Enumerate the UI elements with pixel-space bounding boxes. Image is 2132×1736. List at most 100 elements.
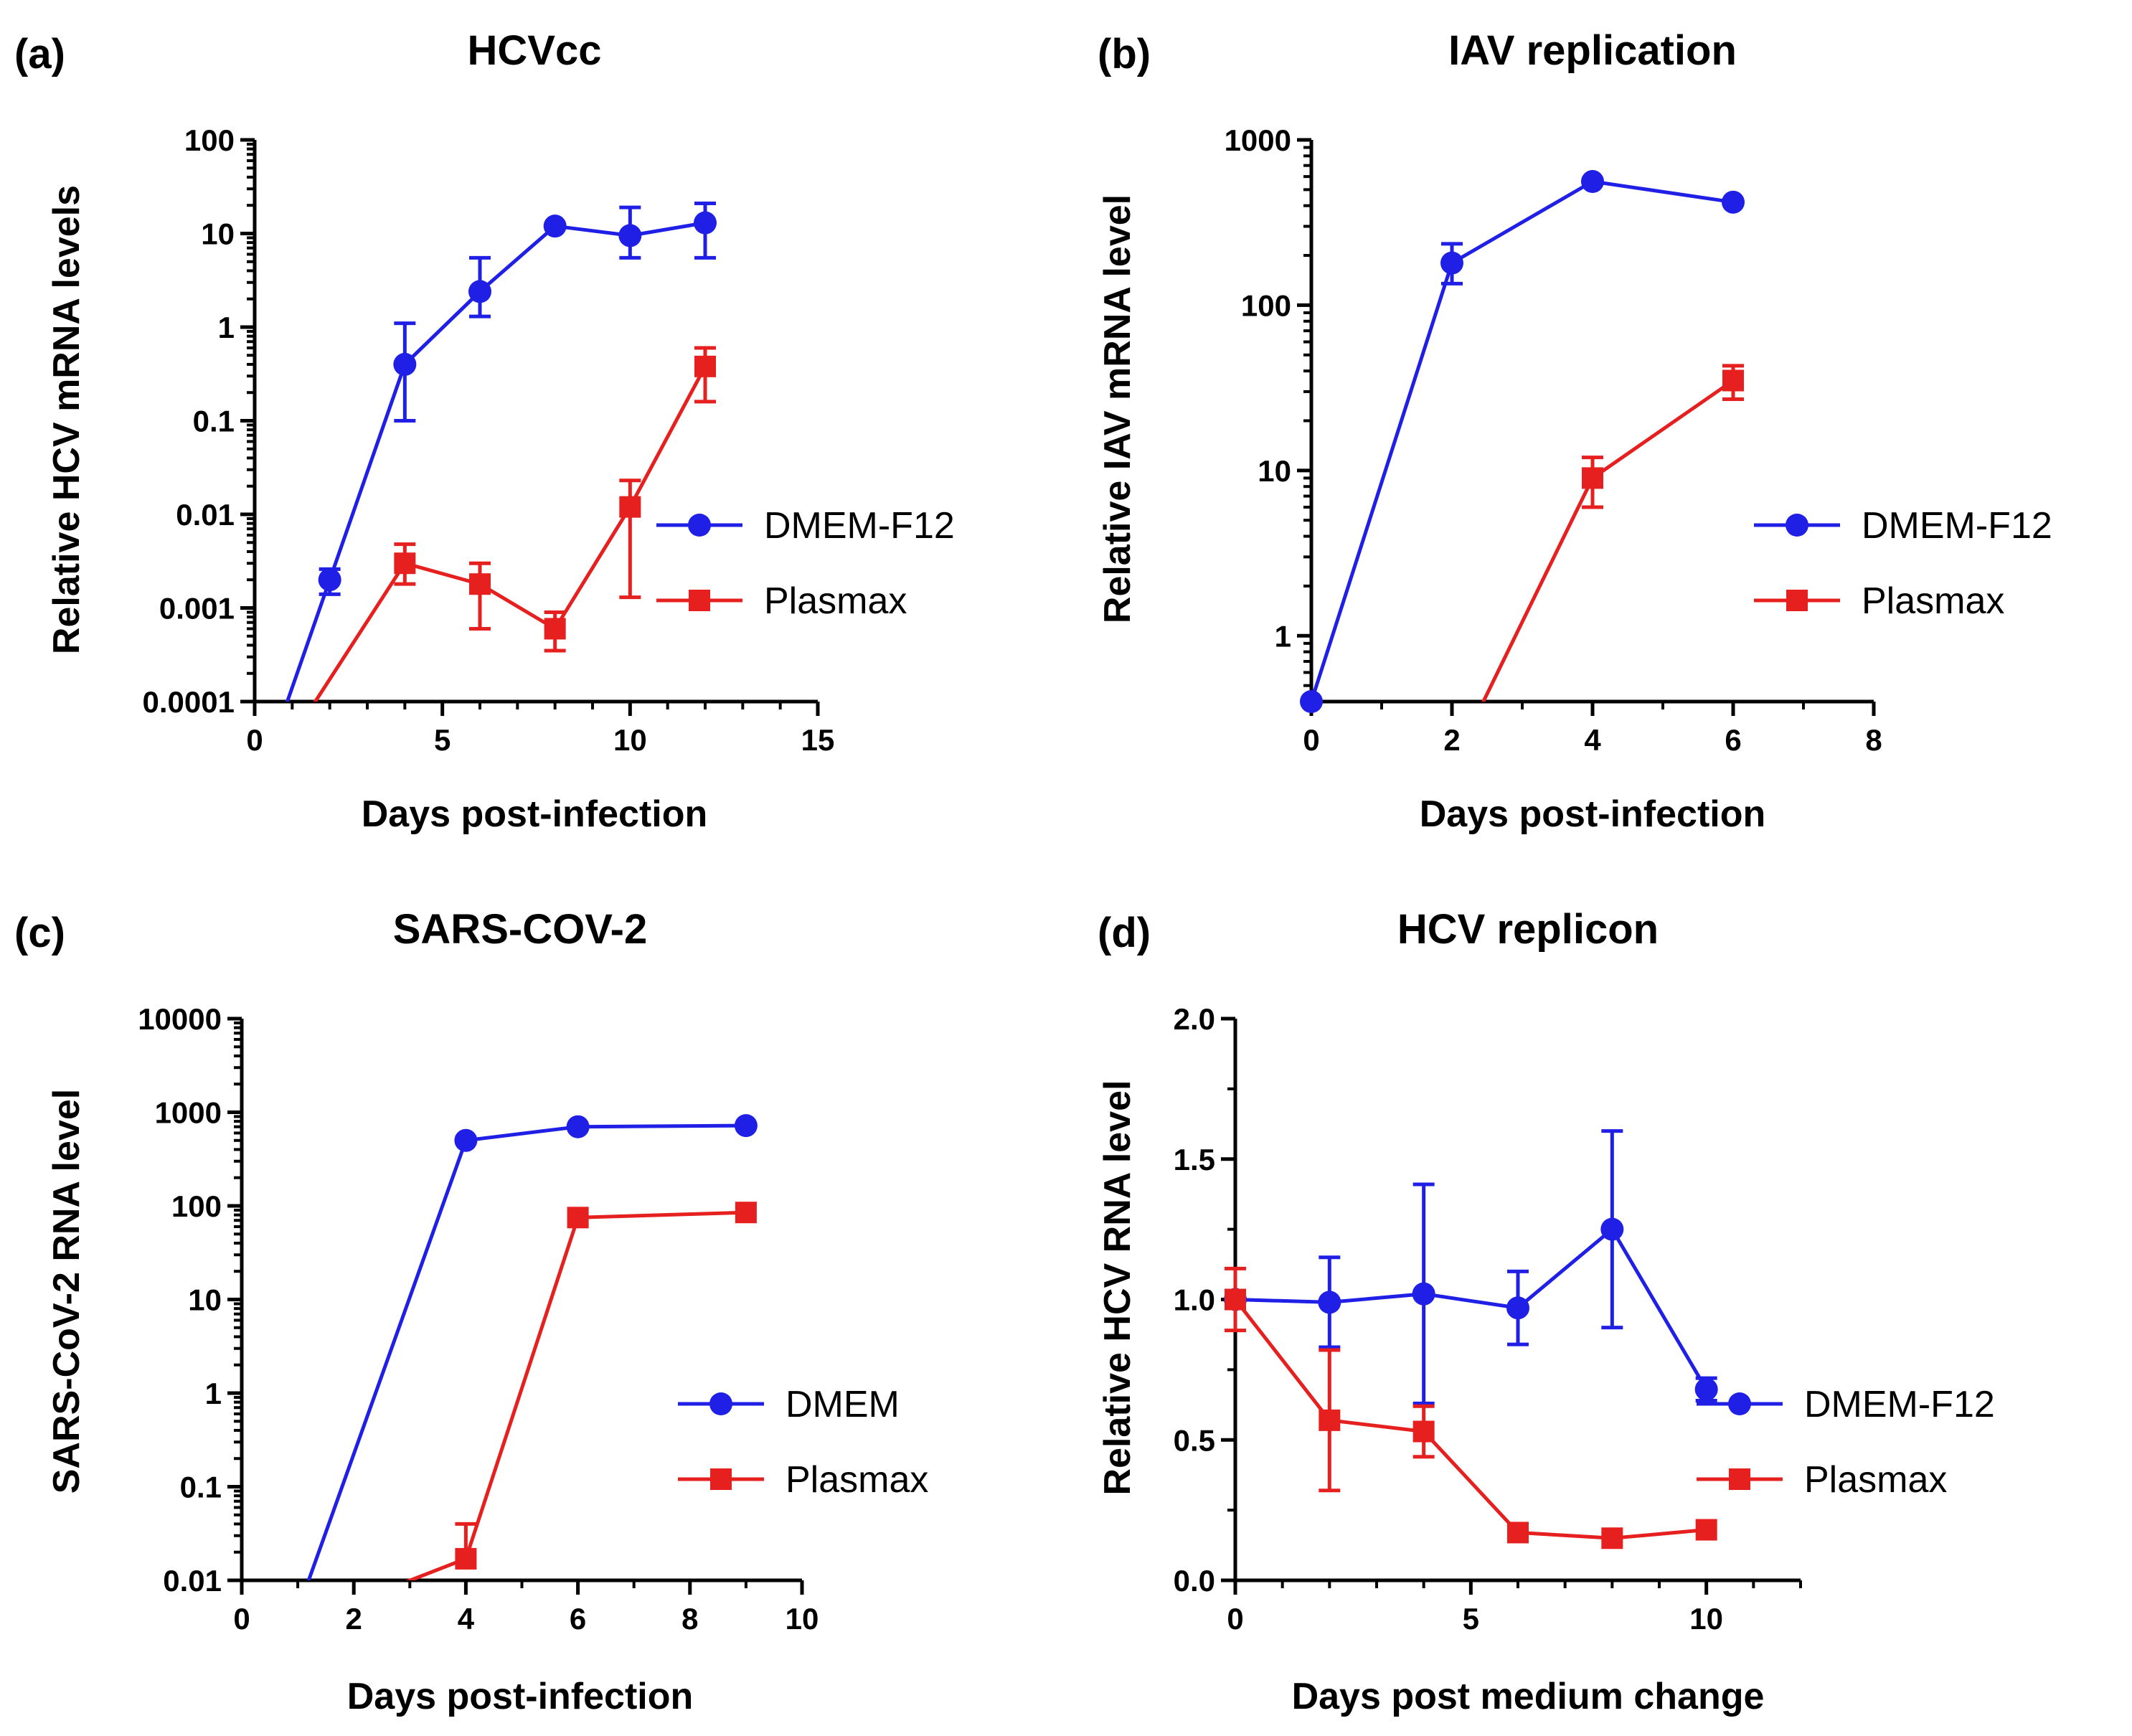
panel-b-xlabel: Days post-infection [1420, 793, 1766, 835]
series-line [1235, 1226, 1708, 1391]
panel-c-ytick-label: 0.1 [180, 1471, 222, 1504]
data-point [1319, 1409, 1341, 1431]
panel-c-label: (c) [14, 910, 65, 956]
data-point [393, 352, 417, 376]
data-point [469, 573, 491, 595]
data-point [1300, 690, 1323, 713]
legend-label: DMEM-F12 [1804, 1384, 1995, 1425]
panel-b-ytick-label: 100 [1241, 288, 1291, 322]
data-point [1318, 1291, 1341, 1314]
panel-a-xtick-label: 5 [434, 723, 451, 757]
panel-c-xlabel: Days post-infection [347, 1676, 694, 1717]
data-point [618, 224, 642, 247]
data-point [1582, 467, 1603, 489]
panel-d-series-plasmax: Plasmax [1225, 1266, 1947, 1549]
panel-b-title: IAV replication [1448, 27, 1737, 74]
panel-d-ytick-label: 0.0 [1174, 1564, 1215, 1598]
legend-label: Plasmax [764, 580, 907, 622]
data-point [567, 1207, 589, 1229]
panel-b-ytick-label: 1000 [1225, 123, 1291, 157]
panel-a: (a) HCVcc Relative HCV mRNA levels Days … [14, 27, 955, 835]
legend-label: Plasmax [1804, 1459, 1947, 1501]
panel-d: (d) HCV replicon Relative HCV RNA level … [1097, 906, 1995, 1717]
panel-c-xtick-label: 2 [346, 1602, 362, 1636]
legend-marker [1786, 590, 1808, 611]
panel-a-xtick-label: 15 [801, 723, 835, 757]
series-line [306, 1123, 746, 1580]
legend-marker [709, 1392, 732, 1415]
panel-a-ytick-label: 1 [218, 311, 235, 344]
panel-c-xtick-label: 10 [786, 1602, 819, 1636]
data-point [1695, 1519, 1717, 1541]
series-line [1309, 179, 1734, 702]
panel-d-label: (d) [1098, 910, 1151, 956]
data-point [1722, 190, 1745, 214]
data-point [468, 280, 491, 303]
panel-d-xtick-label: 0 [1227, 1602, 1243, 1636]
panel-d-xtick-label: 10 [1689, 1602, 1723, 1636]
panel-a-xtick-label: 10 [613, 723, 647, 757]
panel-a-ytick-label: 100 [184, 123, 235, 157]
data-point [619, 496, 641, 518]
data-point [543, 214, 567, 238]
panel-a-ytick-label: 0.0001 [143, 685, 235, 719]
data-point [1412, 1282, 1435, 1306]
panel-a-xlabel: Days post-infection [362, 793, 708, 835]
panel-d-series-dmem-f12: DMEM-F12 [1224, 1129, 1995, 1425]
data-point [694, 211, 717, 235]
panel-a-plot: 0.0001 0.001 0.01 0.1 1 10 100 0 5 10 15 DMEM-F12 Pl… [143, 123, 955, 757]
panel-c-xtick-label: 0 [233, 1602, 250, 1636]
data-point [1506, 1296, 1529, 1320]
panel-a-series-dmem-f12: DMEM-F12 [285, 201, 955, 702]
legend-label: Plasmax [786, 1459, 928, 1501]
panel-c: (c) SARS-COV-2 SARS-CoV-2 RNA level Days… [14, 906, 928, 1717]
data-point [544, 618, 566, 640]
panel-c-ylabel: SARS-CoV-2 RNA level [46, 1089, 88, 1494]
legend-marker [1786, 514, 1808, 537]
panel-c-ytick-label: 0.01 [163, 1564, 222, 1598]
panel-a-ytick-label: 10 [201, 217, 235, 251]
data-point [735, 1202, 757, 1224]
panel-c-ytick-label: 10 [188, 1283, 222, 1317]
legend-label: DMEM-F12 [1862, 505, 2052, 547]
legend-label: DMEM-F12 [764, 505, 955, 547]
panel-b-label: (b) [1098, 31, 1151, 77]
panel-b-xtick-label: 0 [1303, 723, 1319, 757]
data-point [394, 552, 416, 575]
legend-marker [1728, 1392, 1751, 1415]
series-line [313, 365, 707, 702]
data-point [1225, 1288, 1246, 1311]
panel-b-series-dmem-f12: DMEM-F12 [1300, 170, 2052, 713]
data-point [1507, 1522, 1529, 1544]
data-point [1600, 1217, 1624, 1241]
panel-c-ytick-label: 100 [171, 1189, 222, 1223]
panel-b-xtick-label: 4 [1584, 723, 1601, 757]
panel-d-ytick-label: 1.5 [1174, 1143, 1215, 1176]
legend-marker [689, 590, 710, 611]
data-point [454, 1128, 478, 1152]
panel-d-plot: 0.0 0.5 1.0 1.5 2.0 0 5 10 DMEM-F12 Plasmax [1174, 1002, 1995, 1636]
panel-d-xlabel: Days post medium change [1292, 1676, 1765, 1717]
series-line [1234, 1298, 1707, 1540]
panel-a-label: (a) [14, 31, 65, 77]
panel-c-title: SARS-COV-2 [393, 906, 648, 953]
panel-c-ytick-label: 1 [205, 1377, 222, 1410]
panel-b-plot: 1 10 100 1000 0 2 4 6 8 DMEM-F12 Plasmax [1225, 123, 2052, 757]
data-point [1412, 1420, 1435, 1443]
data-point [318, 568, 341, 592]
panel-b-ylabel: Relative IAV mRNA level [1097, 194, 1138, 623]
panel-d-ytick-label: 2.0 [1174, 1002, 1215, 1036]
data-point [455, 1547, 477, 1570]
data-point [566, 1115, 590, 1138]
data-point [1601, 1527, 1623, 1549]
panel-c-plot: 0.01 0.1 1 10 100 1000 10000 0 2 4 6 8 10 DMEM Plasmax [138, 1002, 928, 1636]
legend-marker [710, 1468, 732, 1490]
panel-b-xtick-label: 2 [1443, 723, 1460, 757]
legend-label: Plasmax [1862, 580, 2004, 622]
series-line [1481, 379, 1735, 702]
panel-a-series-plasmax: Plasmax [313, 346, 907, 702]
panel-c-series-plasmax: Plasmax [405, 1202, 928, 1580]
data-point [1440, 251, 1463, 275]
legend-marker [688, 514, 711, 537]
